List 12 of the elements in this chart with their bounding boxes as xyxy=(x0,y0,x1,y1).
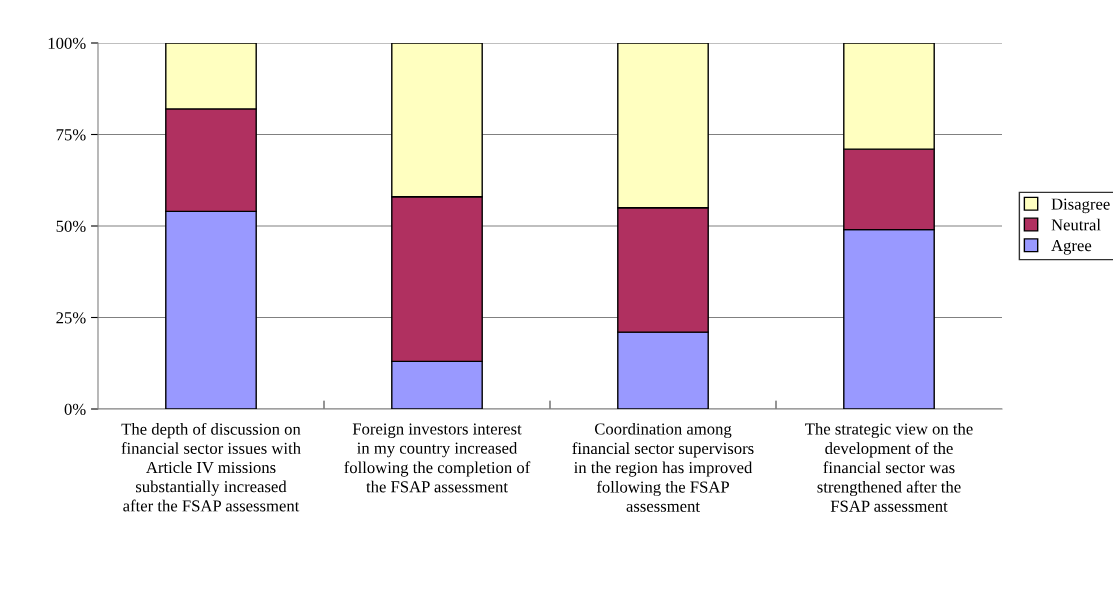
x-tick-label: The strategic view on the development of the financial sector was strengthened after the FSAP assessment xyxy=(805,422,973,512)
x-tick-label: Coordination among financial sector supervisors in the region has improved following the FSAP assessment xyxy=(572,422,754,512)
y-tick-label: 75% xyxy=(56,129,86,141)
x-tick-label: The depth of discussion on financial sector issues with Article IV missions substantially increased after the FSAP assessment xyxy=(121,422,301,512)
x-tick-label: Foreign investors interest in my country increased following the completion of the FSAP assessment xyxy=(344,423,531,493)
legend-label: Disagree xyxy=(1051,198,1110,214)
legend-label: Neutral xyxy=(1051,218,1101,231)
y-tick-label: 0% xyxy=(64,403,86,415)
y-tick-label: 25% xyxy=(56,312,86,324)
y-tick-label: 50% xyxy=(56,220,86,232)
legend-label: Agree xyxy=(1051,240,1092,255)
y-tick-label: 100% xyxy=(48,37,86,49)
